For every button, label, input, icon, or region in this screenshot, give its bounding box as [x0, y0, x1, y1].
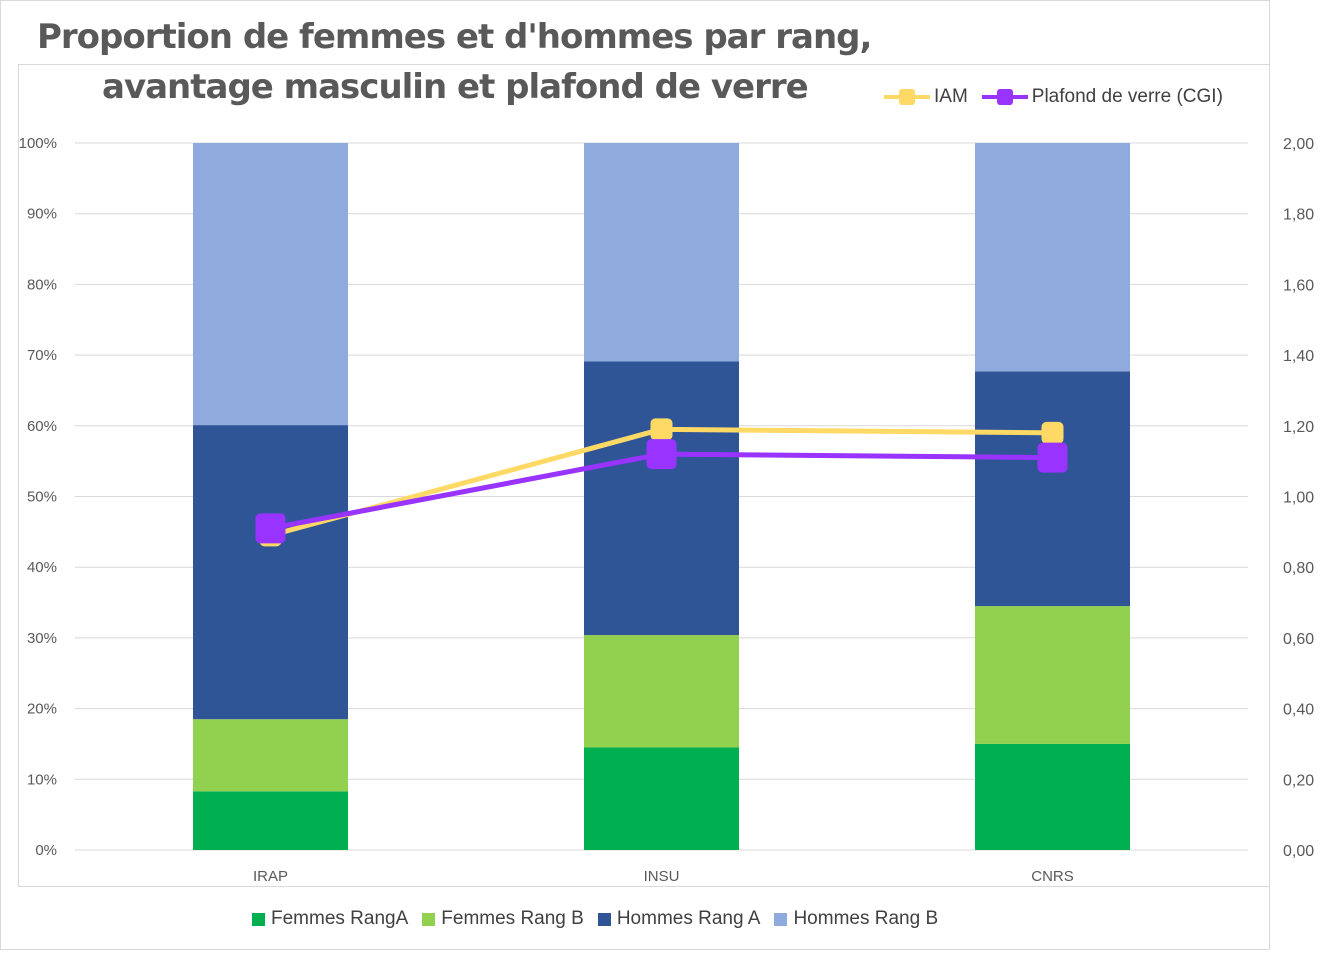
- chart-title-line1: Proportion de femmes et d'hommes par ran…: [37, 17, 872, 57]
- legend-femmes-rang-a-swatch: [252, 912, 265, 926]
- legend-item-hommes-rang-a: Hommes Rang A: [597, 908, 761, 930]
- legend-femmes-rang-a-label: Femmes RangA: [271, 908, 409, 929]
- legend-hommes-rang-b-label: Hommes Rang B: [793, 908, 939, 929]
- y-right-tick-label: 0,80: [1283, 560, 1314, 577]
- x-tick-label: INSU: [644, 868, 680, 885]
- bar-femmes-rang-b: [193, 719, 348, 792]
- bar-hommes-rang-a: [193, 425, 348, 720]
- legend-femmes-rang-b-swatch: [422, 912, 436, 926]
- y-right-tick-label: 0,20: [1283, 772, 1314, 789]
- y-right-tick-label: 0,60: [1283, 631, 1314, 648]
- y-right-tick-label: 1,40: [1283, 348, 1314, 365]
- legend-item-femmes-rang-a: Femmes RangA: [252, 908, 408, 930]
- line-legend: IAM Plafond de verre (CGI): [884, 84, 1237, 110]
- marker-iam: [1041, 421, 1064, 444]
- legend-item-femmes-rang-b: Femmes Rang B: [422, 908, 584, 930]
- y-right-tick-label: 1,60: [1283, 277, 1314, 294]
- bar-femmes-rang-a: [975, 743, 1130, 850]
- y-left-tick-label: 50%: [27, 489, 57, 506]
- plot-area-frame: [18, 64, 1270, 887]
- legend-femmes-rang-b-label: Femmes Rang B: [441, 908, 584, 929]
- legend-cgi-label: Plafond de verre (CGI): [1031, 86, 1223, 107]
- y-left-tick-label: 100%: [19, 135, 57, 152]
- bar-hommes-rang-b: [584, 143, 739, 362]
- y-right-tick-label: 1,80: [1283, 207, 1314, 224]
- y-left-tick-label: 70%: [27, 347, 57, 364]
- y-left-tick-label: 20%: [27, 701, 57, 718]
- marker-cgi: [255, 513, 286, 544]
- chart-title-line2: avantage masculin et plafond de verre: [102, 67, 809, 107]
- y-right-tick-label: 1,20: [1283, 419, 1314, 436]
- legend-hommes-rang-a-label: Hommes Rang A: [616, 908, 761, 929]
- y-right-tick-label: 1,00: [1283, 490, 1314, 507]
- y-right-tick-label: 0,40: [1283, 702, 1314, 719]
- x-tick-label: CNRS: [1031, 868, 1074, 885]
- y-left-tick-label: 0%: [35, 842, 57, 859]
- y-left-tick-label: 10%: [27, 771, 57, 788]
- y-right-tick-label: 0,00: [1283, 843, 1314, 860]
- marker-cgi: [646, 439, 677, 470]
- y-left-tick-label: 90%: [27, 206, 57, 223]
- legend-hommes-rang-a-swatch: [597, 912, 611, 926]
- legend-item-hommes-rang-b: Hommes Rang B: [774, 908, 938, 930]
- legend-cgi-swatch: [981, 89, 1028, 105]
- bar-femmes-rang-a: [193, 791, 348, 850]
- legend-item-iam: IAM: [884, 86, 968, 108]
- bar-femmes-rang-b: [975, 606, 1130, 744]
- y-right-tick-label: 2,00: [1283, 136, 1314, 153]
- bar-femmes-rang-b: [584, 635, 739, 748]
- y-left-tick-label: 80%: [27, 276, 57, 293]
- y-left-tick-label: 40%: [27, 559, 57, 576]
- y-left-tick-label: 60%: [27, 418, 57, 435]
- bar-hommes-rang-b: [193, 143, 348, 426]
- bar-hommes-rang-b: [975, 143, 1130, 372]
- legend-iam-swatch: [884, 89, 930, 105]
- bar-femmes-rang-a: [584, 747, 739, 850]
- y-left-tick-label: 30%: [27, 630, 57, 647]
- x-tick-label: IRAP: [253, 868, 288, 885]
- legend-iam-label: IAM: [934, 86, 968, 107]
- marker-iam: [650, 418, 673, 441]
- bar-hommes-rang-a: [975, 371, 1130, 607]
- legend-hommes-rang-b-swatch: [774, 912, 788, 926]
- bar-legend: Femmes RangA Femmes Rang B Hommes Rang A…: [252, 906, 952, 932]
- legend-item-cgi: Plafond de verre (CGI): [981, 86, 1223, 108]
- bar-hommes-rang-a: [584, 361, 739, 636]
- marker-cgi: [1037, 442, 1068, 473]
